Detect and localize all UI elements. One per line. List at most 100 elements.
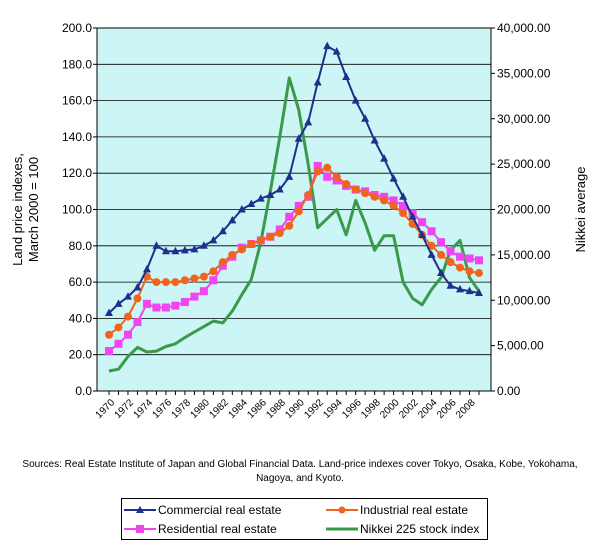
right-axis-title: Nikkei average xyxy=(573,167,588,253)
series-line xyxy=(108,76,481,373)
x-tick-label: 1980 xyxy=(188,397,212,421)
data-point xyxy=(133,283,142,291)
data-point xyxy=(247,239,256,248)
data-point xyxy=(247,199,256,208)
data-point xyxy=(171,246,180,255)
data-point xyxy=(266,190,275,198)
data-point xyxy=(446,281,455,289)
x-tick-label: 1984 xyxy=(226,397,250,421)
data-point xyxy=(237,245,246,254)
data-point xyxy=(313,167,322,176)
series-line xyxy=(108,164,480,352)
x-tick-label: 1996 xyxy=(340,397,364,421)
data-point xyxy=(152,241,161,249)
data-point xyxy=(313,77,322,86)
data-point xyxy=(408,212,417,220)
series-layer xyxy=(105,41,483,373)
left-axis-title: Land price indexes,March 2000 = 100 xyxy=(10,153,41,266)
x-tick-label: 2002 xyxy=(397,397,421,421)
x-tick-label: 1990 xyxy=(283,397,307,421)
data-point xyxy=(123,330,132,339)
data-point xyxy=(304,190,313,199)
x-tick-label: 2000 xyxy=(378,397,402,421)
series-commercial-real-estate xyxy=(105,41,483,316)
data-point xyxy=(228,215,237,224)
data-point xyxy=(380,196,389,205)
left-tick-label: 200.0 xyxy=(62,21,92,35)
legend-swatch-commercial xyxy=(124,506,156,513)
data-point xyxy=(190,274,199,283)
data-point xyxy=(389,201,398,210)
data-point xyxy=(161,246,170,255)
data-point xyxy=(313,161,322,170)
gridlines xyxy=(97,27,491,392)
x-axis-ticks: 1970197219741976197819801982198419861988… xyxy=(94,391,480,421)
data-point xyxy=(370,136,379,144)
data-point xyxy=(304,117,313,126)
data-point xyxy=(437,250,446,259)
data-point xyxy=(361,189,370,198)
data-point xyxy=(389,196,398,205)
x-tick-label: 2004 xyxy=(416,397,440,421)
x-tick-label: 1998 xyxy=(359,397,383,421)
x-tick-label: 2008 xyxy=(454,397,478,421)
x-tick-label: 1972 xyxy=(113,397,137,421)
right-tick-label: 0.00 xyxy=(497,384,521,398)
data-point xyxy=(142,264,151,273)
data-point xyxy=(180,276,189,285)
data-point xyxy=(190,292,199,301)
data-point xyxy=(294,201,303,210)
right-tick-label: 20,000.00 xyxy=(497,203,551,217)
series-line xyxy=(108,166,480,336)
data-point xyxy=(114,299,123,307)
x-tick-label: 1974 xyxy=(132,397,156,421)
data-point xyxy=(171,301,180,310)
right-tick-label: 40,000.00 xyxy=(497,21,551,35)
chart-legend: Commercial real estate Industrial real e… xyxy=(121,498,488,540)
data-point xyxy=(389,174,398,182)
data-point xyxy=(446,247,455,256)
x-tick-label: 1970 xyxy=(94,397,118,421)
data-point xyxy=(427,227,436,236)
x-tick-label: 1988 xyxy=(264,397,288,421)
legend-item-residential: Residential real estate xyxy=(124,519,277,539)
data-point xyxy=(209,276,218,285)
right-tick-label: 15,000.00 xyxy=(497,248,551,262)
data-point xyxy=(266,232,275,241)
left-tick-label: 140.0 xyxy=(62,130,92,144)
data-point xyxy=(456,263,465,272)
left-axis-title-line: March 2000 = 100 xyxy=(26,157,41,262)
data-point xyxy=(465,286,474,295)
data-point xyxy=(161,303,170,312)
data-point xyxy=(323,163,332,172)
left-tick-label: 180.0 xyxy=(62,57,92,71)
series-nikkei-225-stock-index xyxy=(108,76,481,373)
right-tick-label: 25,000.00 xyxy=(497,157,551,171)
data-point xyxy=(133,318,142,327)
data-point xyxy=(332,172,341,181)
data-point xyxy=(133,294,142,303)
left-tick-label: 40.0 xyxy=(69,311,93,325)
data-point xyxy=(351,96,360,104)
data-point xyxy=(114,339,123,348)
right-tick-label: 10,000.00 xyxy=(497,293,551,307)
data-point xyxy=(437,268,446,277)
legend-item-industrial: Industrial real estate xyxy=(326,500,468,520)
right-tick-label: 30,000.00 xyxy=(497,112,551,126)
legend-swatch-industrial xyxy=(326,506,358,514)
data-point xyxy=(399,192,408,200)
data-point xyxy=(475,269,483,278)
x-tick-label: 1976 xyxy=(151,397,175,421)
data-point xyxy=(180,245,189,254)
data-point xyxy=(399,201,408,210)
x-tick-label: 1978 xyxy=(170,397,194,421)
data-point xyxy=(342,72,351,81)
legend-label-residential: Residential real estate xyxy=(158,522,277,536)
legend-label-nikkei: Nikkei 225 stock index xyxy=(360,522,480,536)
left-tick-label: 80.0 xyxy=(69,239,93,253)
data-point xyxy=(209,267,218,276)
data-point xyxy=(218,258,227,267)
left-tick-label: 160.0 xyxy=(62,94,92,108)
data-point xyxy=(228,250,237,259)
